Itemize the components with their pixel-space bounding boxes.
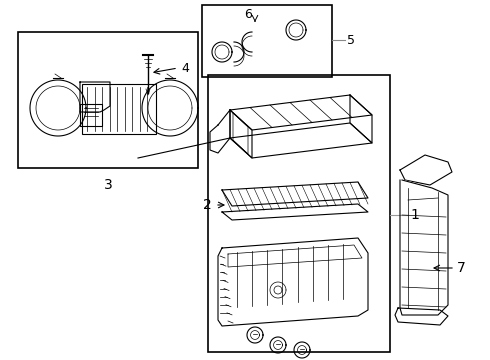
Polygon shape	[400, 180, 448, 315]
Text: 4: 4	[181, 62, 189, 75]
Bar	[202, 5, 332, 77]
Bar	[208, 75, 390, 352]
Text: 2: 2	[203, 198, 212, 212]
Text: 1: 1	[410, 208, 419, 222]
Text: 6: 6	[244, 8, 252, 21]
Text: 7: 7	[457, 261, 466, 275]
Polygon shape	[222, 182, 368, 206]
Bar	[82, 84, 156, 134]
Text: 3: 3	[103, 178, 112, 192]
Polygon shape	[218, 238, 368, 326]
Text: 5: 5	[347, 33, 355, 46]
Bar	[80, 104, 102, 126]
Bar	[18, 32, 198, 168]
